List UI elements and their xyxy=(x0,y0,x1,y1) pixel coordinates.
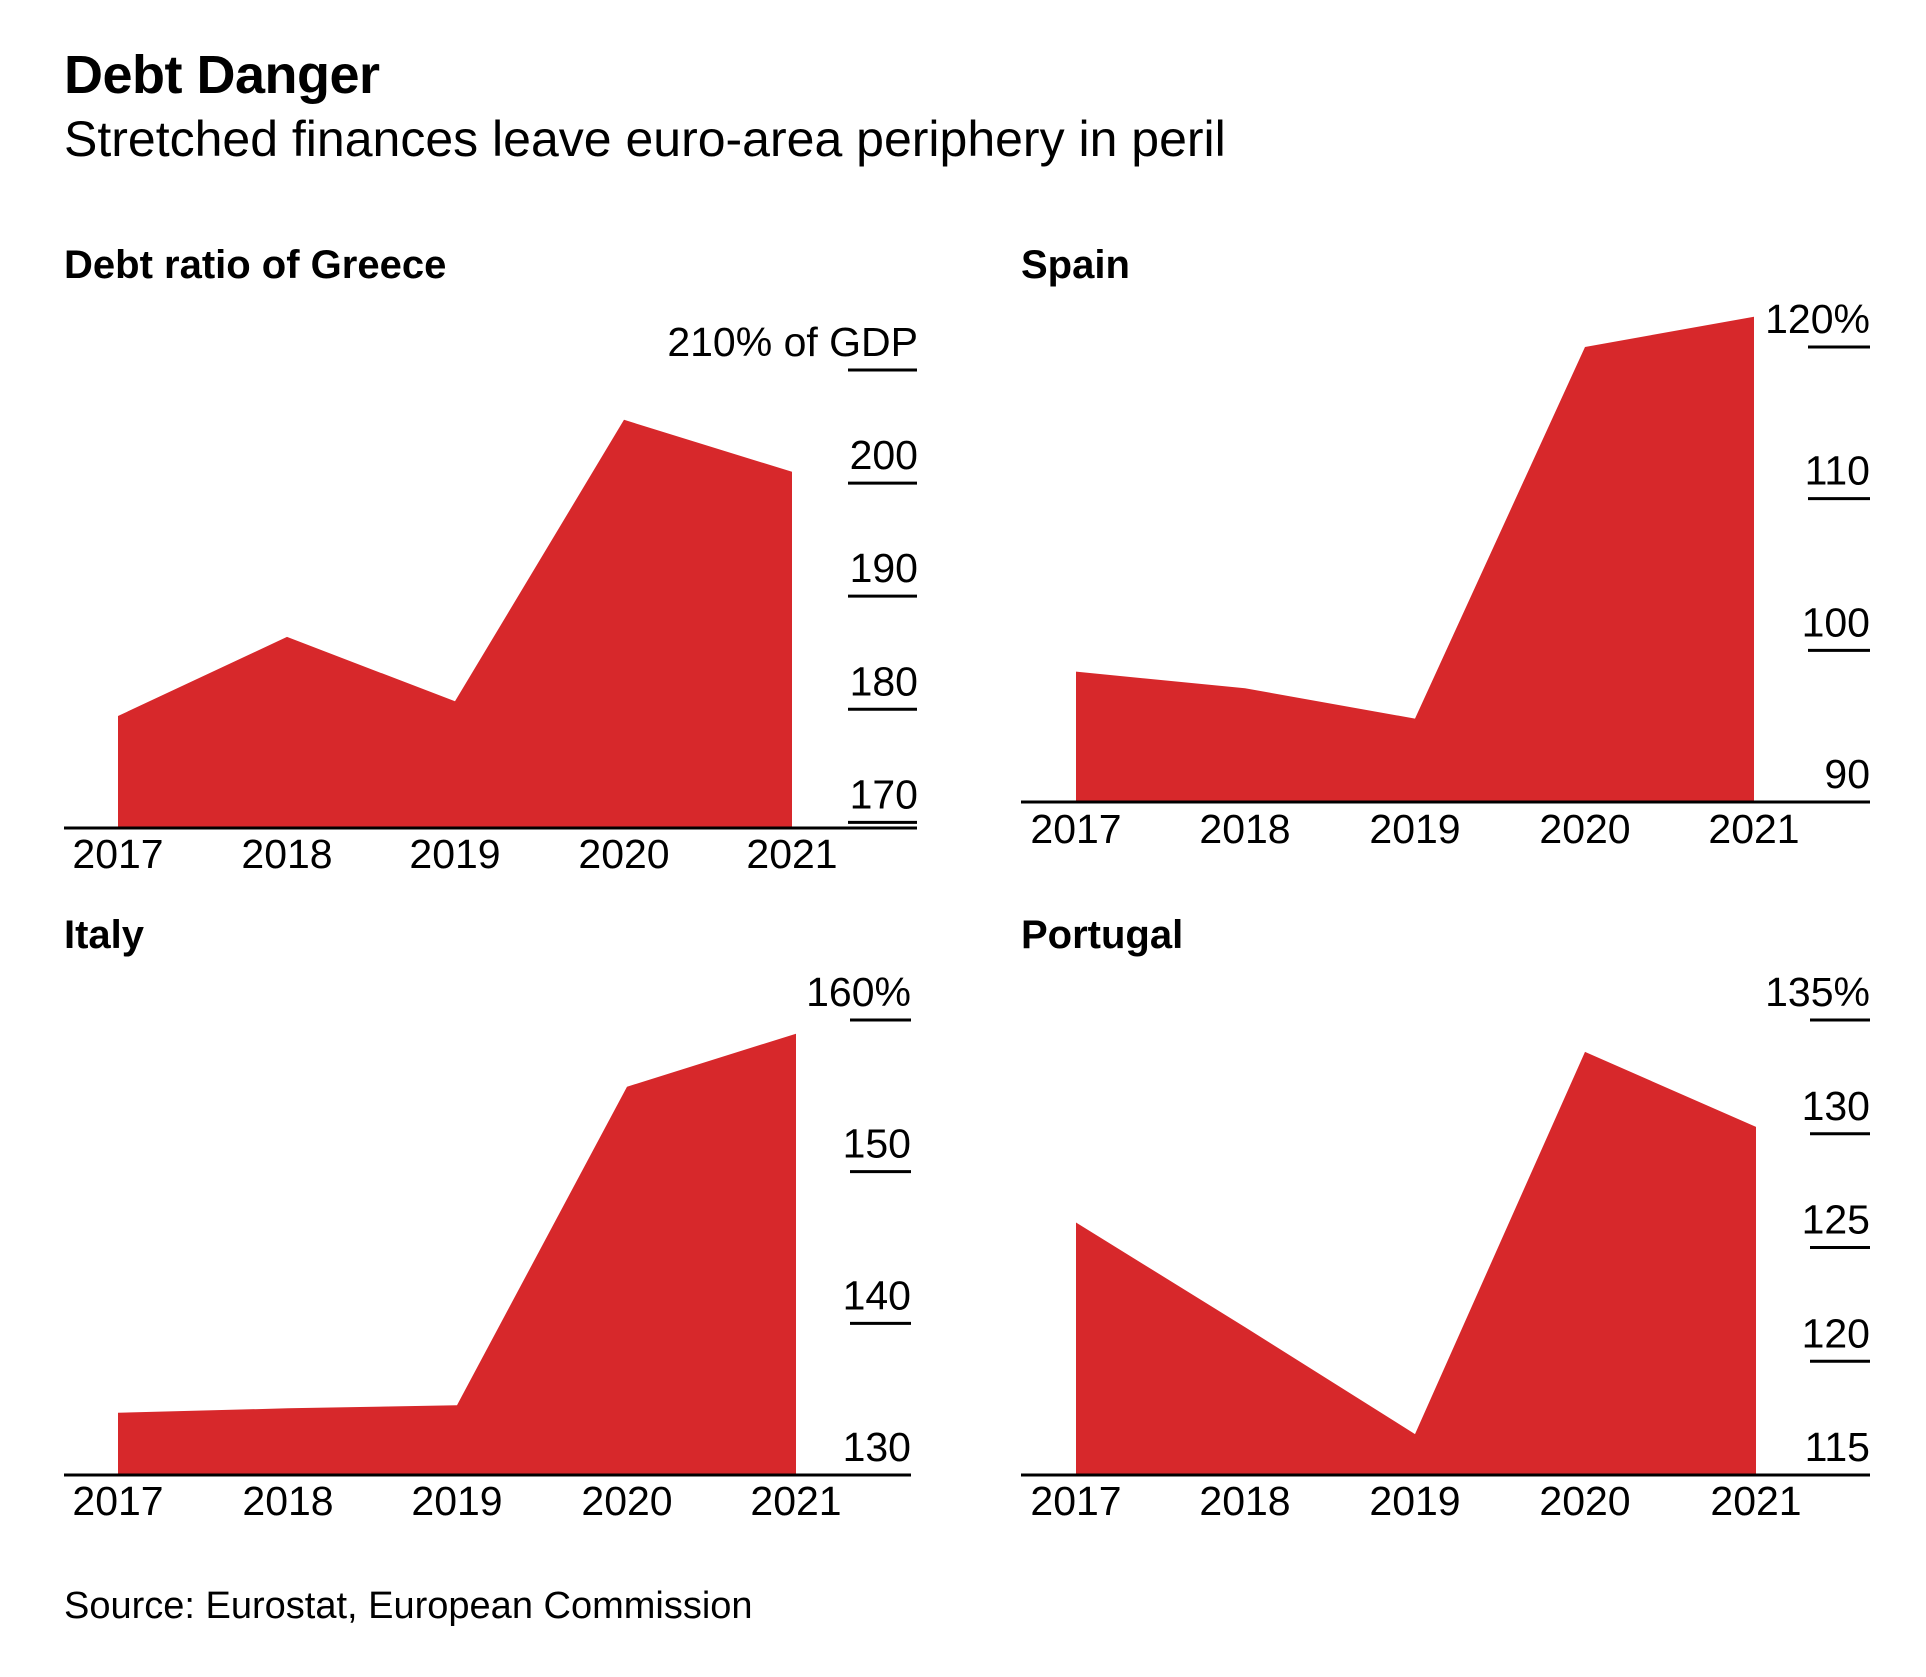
x-tick-label: 2017 xyxy=(72,831,163,877)
data-area xyxy=(118,419,792,828)
x-tick-label: 2017 xyxy=(72,1478,163,1524)
x-tick-label: 2020 xyxy=(578,831,669,877)
x-tick-label: 2017 xyxy=(1030,806,1121,852)
panel-title: Spain xyxy=(1021,243,1130,287)
x-tick-label: 2021 xyxy=(750,1478,841,1524)
panel-title: Italy xyxy=(64,913,145,957)
x-tick-label: 2021 xyxy=(1708,806,1799,852)
chart-panel-italy: Italy 130 140 150 160% 2017 2018 2019 2020 2021 xyxy=(64,913,911,1524)
chart-title: Debt Danger xyxy=(64,45,380,105)
x-tick-label: 2018 xyxy=(1199,1478,1290,1524)
x-tick-label: 2017 xyxy=(1030,1478,1121,1524)
y-tick-label: 130 xyxy=(843,1424,911,1470)
y-tick-label: 110 xyxy=(1805,448,1870,494)
y-tick-label: 135% xyxy=(1765,969,1870,1015)
panel-title: Debt ratio of Greece xyxy=(64,243,446,287)
x-tick-label: 2019 xyxy=(411,1478,502,1524)
y-tick-label: 115 xyxy=(1805,1424,1870,1470)
x-tick-label: 2021 xyxy=(1710,1478,1801,1524)
x-tick-label: 2019 xyxy=(409,831,500,877)
x-tick-label: 2018 xyxy=(242,1478,333,1524)
x-tick-label: 2020 xyxy=(581,1478,672,1524)
y-tick-label: 90 xyxy=(1824,751,1870,797)
x-tick-label: 2019 xyxy=(1369,1478,1460,1524)
y-tick-label: 190 xyxy=(850,545,918,591)
x-tick-label: 2018 xyxy=(1199,806,1290,852)
y-tick-label: 210% of GDP xyxy=(667,319,918,365)
x-tick-label: 2021 xyxy=(746,831,837,877)
y-tick-label: 100 xyxy=(1802,599,1870,645)
y-tick-label: 130 xyxy=(1802,1083,1870,1129)
y-tick-label: 200 xyxy=(850,432,918,478)
y-tick-label: 140 xyxy=(843,1272,911,1318)
chart-panel-portugal: Portugal 115 120 125 130 135% 2017 2018 2019 2020… xyxy=(1021,913,1870,1524)
panel-title: Portugal xyxy=(1021,913,1183,957)
y-tick-label: 150 xyxy=(843,1121,911,1167)
y-tick-label: 120% xyxy=(1765,296,1870,342)
y-tick-label: 120 xyxy=(1802,1310,1870,1356)
data-area xyxy=(1076,1051,1756,1475)
chart-subtitle: Stretched finances leave euro-area perip… xyxy=(64,111,1226,167)
y-tick-label: 125 xyxy=(1802,1197,1870,1243)
chart-panel-debt-ratio-of-greece: Debt ratio of Greece 170 180 190 200 210% of … xyxy=(64,243,918,877)
x-tick-label: 2018 xyxy=(241,831,332,877)
source-note: Source: Eurostat, European Commission xyxy=(64,1585,753,1627)
x-tick-label: 2019 xyxy=(1369,806,1460,852)
chart-panel-spain: Spain 90 100 110 120% 2017 2018 2019 2020 2021 xyxy=(1021,243,1870,852)
data-area xyxy=(118,1033,796,1475)
y-tick-label: 160% xyxy=(806,969,911,1015)
y-tick-label: 180 xyxy=(850,658,918,704)
x-tick-label: 2020 xyxy=(1539,1478,1630,1524)
data-area xyxy=(1076,316,1754,802)
y-tick-label: 170 xyxy=(850,771,918,817)
x-tick-label: 2020 xyxy=(1539,806,1630,852)
